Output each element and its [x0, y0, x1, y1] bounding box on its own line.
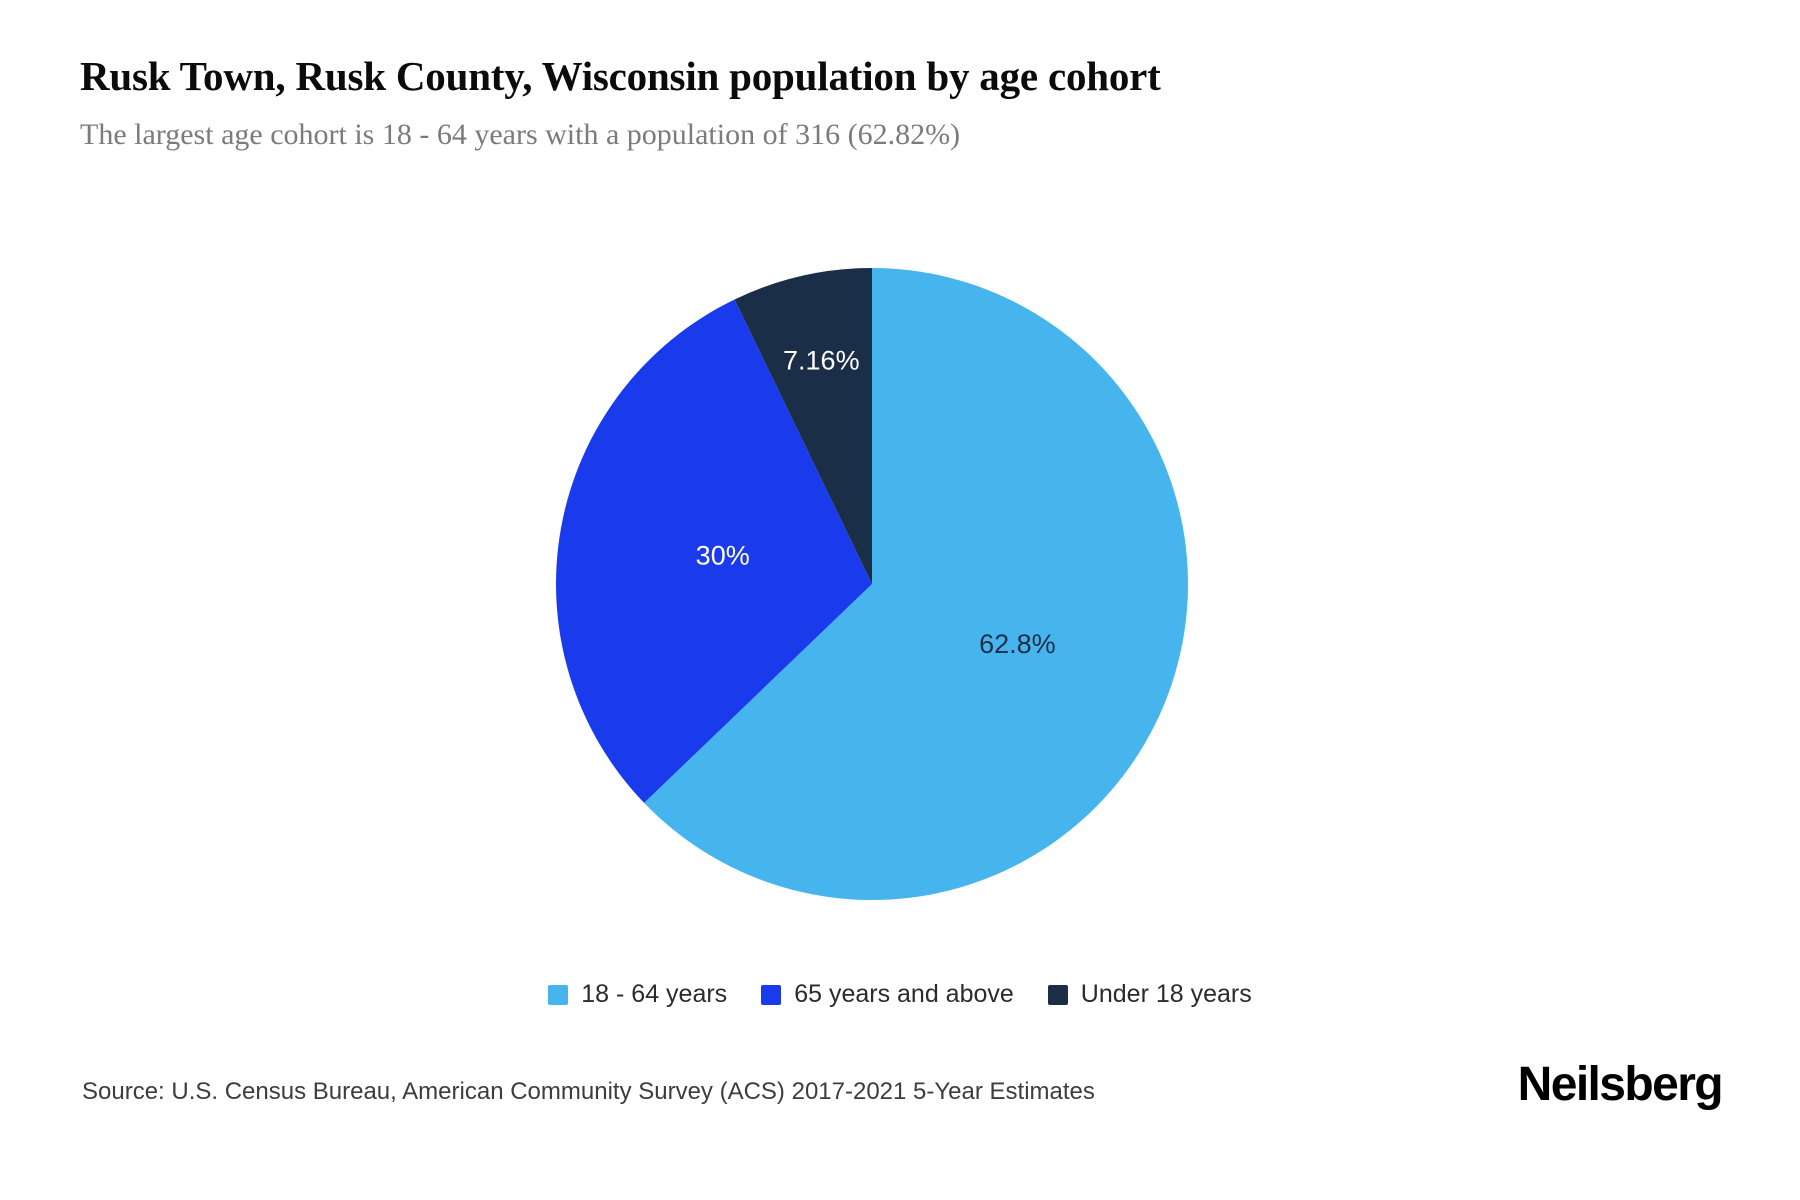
pie-slice[interactable] [644, 268, 1189, 900]
legend-swatch-icon [1047, 984, 1068, 1005]
pie-slice-label: 7.16% [783, 345, 860, 375]
pie-slice[interactable] [734, 268, 872, 584]
brand-logo: Neilsberg [1517, 1058, 1724, 1111]
chart-subtitle: The largest age cohort is 18 - 64 years … [80, 117, 961, 151]
legend-item[interactable]: 65 years and above [761, 982, 1014, 1007]
source-note: Source: U.S. Census Bureau, American Com… [82, 1078, 1095, 1105]
chart-legend: 18 - 64 years 65 years and above Under 18 … [0, 982, 1800, 1007]
pie-slice[interactable] [556, 299, 872, 803]
legend-item-label: 18 - 64 years [581, 980, 728, 1008]
pie-slice-label: 62.8% [979, 629, 1056, 659]
legend-swatch-icon [548, 984, 569, 1005]
page-title: Rusk Town, Rusk County, Wisconsin popula… [80, 53, 1161, 99]
chart-footer: Source: U.S. Census Bureau, American Com… [0, 1058, 1800, 1138]
legend-item-label: Under 18 years [1080, 980, 1252, 1008]
legend-swatch-icon [761, 984, 782, 1005]
chart-header: Rusk Town, Rusk County, Wisconsin popula… [80, 53, 1720, 153]
legend-item[interactable]: 18 - 64 years [548, 982, 727, 1007]
pie-slice-label: 30% [696, 540, 750, 570]
legend-item-label: 65 years and above [794, 980, 1014, 1008]
legend-item[interactable]: Under 18 years [1047, 980, 1252, 1008]
